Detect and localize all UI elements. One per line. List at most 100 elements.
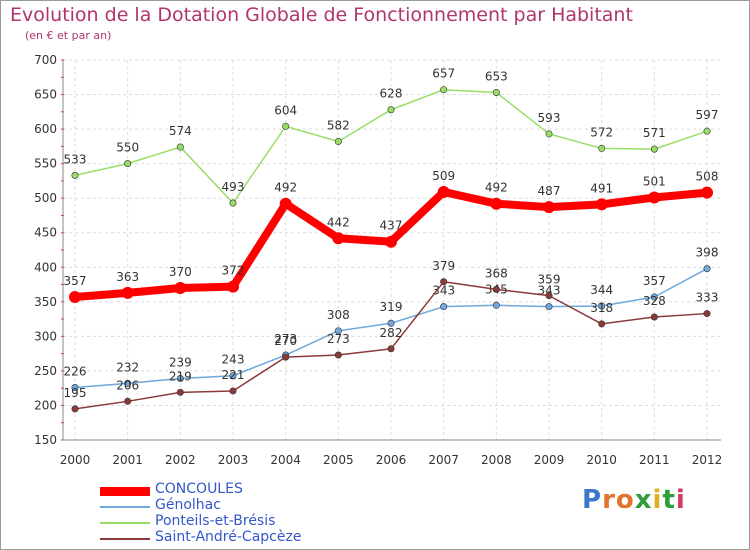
legend-label: Saint-André-Capcèze <box>155 529 302 545</box>
data-label: 487 <box>538 184 561 198</box>
series-point-3 <box>598 144 606 152</box>
series-point-3 <box>282 122 290 130</box>
data-label: 628 <box>380 87 403 101</box>
series-point-1 <box>174 282 187 294</box>
data-label: 533 <box>64 152 87 166</box>
data-label: 571 <box>643 126 666 140</box>
legend-label: Ponteils-et-Brésis <box>155 513 276 529</box>
series-point-3 <box>71 171 79 179</box>
series-point-2 <box>598 302 606 310</box>
logo-letter: o <box>615 485 635 515</box>
data-label: 370 <box>169 265 192 279</box>
series-point-2 <box>703 265 711 273</box>
series-point-2 <box>650 293 658 301</box>
logo-letter: r <box>602 485 616 515</box>
y-tick-label: 400 <box>34 260 57 274</box>
logo-letter: i <box>675 485 686 515</box>
y-tick-label: 250 <box>34 364 57 378</box>
series-point-4 <box>229 387 237 395</box>
legend-swatch <box>100 506 150 508</box>
series-point-1 <box>385 235 397 248</box>
series-point-2 <box>71 383 79 391</box>
data-label: 368 <box>485 266 508 280</box>
logo-letter: x <box>634 485 653 515</box>
data-label: 550 <box>116 141 139 155</box>
data-label: 492 <box>485 181 508 195</box>
data-label: 273 <box>274 332 297 346</box>
x-tick-label: 2009 <box>534 453 565 467</box>
series-point-3 <box>492 88 500 96</box>
series-point-4 <box>282 353 290 361</box>
series-point-3 <box>650 145 658 153</box>
y-tick-label: 650 <box>34 88 57 102</box>
data-label: 501 <box>643 174 666 188</box>
series-point-3 <box>440 86 448 94</box>
y-tick-label: 150 <box>34 433 57 447</box>
data-label: 437 <box>380 219 403 233</box>
series-point-4 <box>71 405 79 413</box>
series-point-1 <box>701 186 713 199</box>
x-tick-label: 2012 <box>692 453 723 467</box>
data-label: 604 <box>274 103 297 117</box>
data-label: 195 <box>64 386 87 400</box>
y-tick-label: 500 <box>34 191 57 205</box>
y-tick-label: 350 <box>34 295 57 309</box>
data-label: 328 <box>643 294 666 308</box>
series-point-3 <box>387 106 395 114</box>
logo-letter: i <box>652 485 663 515</box>
x-tick-label: 2002 <box>165 453 196 467</box>
legend-swatch <box>100 486 150 496</box>
series-point-4 <box>334 351 342 359</box>
data-label: 273 <box>327 332 350 346</box>
x-tick-label: 2010 <box>586 453 617 467</box>
series-point-4 <box>440 278 448 286</box>
data-label: 343 <box>538 284 561 298</box>
data-label: 508 <box>696 170 719 184</box>
data-label: 574 <box>169 124 192 138</box>
series-point-1 <box>543 201 555 214</box>
series-point-4 <box>176 388 184 396</box>
chart-title: Evolution de la Dotation Globale de Fonc… <box>10 4 633 26</box>
y-tick-label: 450 <box>34 226 57 240</box>
data-label: 318 <box>590 301 613 315</box>
data-label: 492 <box>274 181 297 195</box>
x-tick-label: 2006 <box>376 453 407 467</box>
data-label: 372 <box>222 264 245 278</box>
data-label: 282 <box>380 326 403 340</box>
series-point-1 <box>69 290 81 303</box>
data-label: 657 <box>432 67 455 81</box>
data-label: 344 <box>590 283 613 297</box>
chart-subtitle: (en € et par an) <box>25 29 112 42</box>
data-label: 319 <box>380 300 403 314</box>
data-label: 493 <box>222 180 245 194</box>
data-label: 363 <box>116 270 139 284</box>
series-point-1 <box>648 191 661 204</box>
legend-swatch <box>100 522 150 524</box>
series-point-1 <box>437 185 450 198</box>
x-tick-label: 2003 <box>218 453 249 467</box>
data-label: 379 <box>432 259 455 273</box>
y-tick-label: 600 <box>34 122 57 136</box>
series-point-1 <box>332 232 345 245</box>
series-point-4 <box>492 285 500 293</box>
series-point-2 <box>176 375 184 383</box>
data-label: 593 <box>538 111 561 125</box>
series-point-2 <box>387 319 395 327</box>
data-label: 357 <box>64 274 87 288</box>
x-tick-label: 2005 <box>323 453 354 467</box>
series-point-2 <box>440 303 448 311</box>
data-label: 359 <box>538 273 561 287</box>
x-tick-label: 2001 <box>112 453 143 467</box>
data-label: 343 <box>432 284 455 298</box>
y-tick-label: 300 <box>34 329 57 343</box>
data-label: 357 <box>643 274 666 288</box>
series-point-4 <box>703 310 711 318</box>
proxiti-logo: Proxiti <box>582 485 686 515</box>
series-point-2 <box>124 379 132 387</box>
data-label: 232 <box>116 360 139 374</box>
series-point-2 <box>229 372 237 380</box>
series-point-3 <box>124 160 132 168</box>
x-tick-label: 2004 <box>270 453 301 467</box>
series-point-3 <box>545 130 553 138</box>
